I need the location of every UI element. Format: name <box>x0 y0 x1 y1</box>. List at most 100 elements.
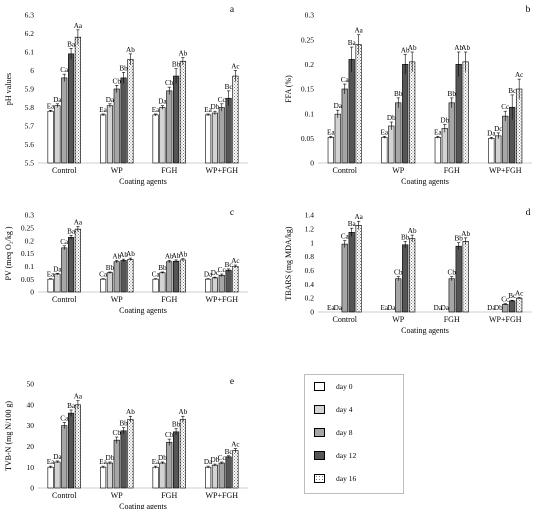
x-axis-title: Coating agents <box>119 306 167 315</box>
error-bar <box>101 465 105 469</box>
x-axis-title: Coating agents <box>119 177 167 186</box>
bar-day-8-WP <box>113 261 120 293</box>
y-tick-label: 0.2 <box>305 294 315 303</box>
error-bar <box>436 136 440 139</box>
significance-label: Da <box>204 458 213 466</box>
y-tick-label: 6.2 <box>25 29 35 38</box>
significance-label: Ac <box>231 257 239 265</box>
bar-day-4-Control <box>54 105 61 164</box>
significance-label: Ca <box>60 414 69 422</box>
significance-label: Bc <box>225 83 233 91</box>
bar-day-12-WP <box>120 77 127 164</box>
x-axis-title: Coating agents <box>401 177 449 186</box>
significance-label: Bb <box>172 421 181 429</box>
error-bar <box>181 415 185 423</box>
significance-label: Aa <box>74 22 83 30</box>
significance-label: Bb <box>158 264 167 272</box>
legend-swatch-day-16 <box>314 474 325 483</box>
bar-day-16-WP <box>127 259 134 293</box>
error-bar <box>154 113 158 116</box>
y-tick-label: 40 <box>27 400 35 409</box>
significance-label: Ca <box>99 271 108 279</box>
error-bar <box>357 34 361 55</box>
bar-day-12-Control <box>68 53 75 164</box>
bar-day-12-FGH <box>173 431 180 489</box>
bar-day-16-FGH <box>179 419 186 489</box>
legend: day 0 day 4 day 8 day 12 day 16 <box>304 374 404 494</box>
legend-label-day-16: day 16 <box>336 474 357 483</box>
significance-label: Cb <box>394 269 403 277</box>
significance-label: Ea <box>47 102 55 110</box>
error-bar <box>403 241 407 249</box>
x-category-label: WP <box>392 315 405 324</box>
x-category-label: Control <box>333 166 358 175</box>
x-category-label: Control <box>52 295 77 304</box>
x-category-label: FGH <box>161 295 177 304</box>
error-bar <box>503 303 507 306</box>
significance-label: Ea <box>152 458 160 466</box>
significance-label: Ab <box>172 252 181 260</box>
error-bar <box>510 94 514 120</box>
chart-panel-d: 0 0.2 0.4 0.6 0.8 1 1.2 1.4 TBARS (mg MDA/kg) Coa… <box>284 208 532 335</box>
chart-panel-b: 0 0.05 0.1 0.15 0.2 0.25 0.3 FFA (%) Coating age… <box>284 5 532 186</box>
significance-label: Ab <box>408 227 417 235</box>
y-axis-title: PV (meq O₂/kg ) <box>4 226 13 280</box>
y-axis-title: TBARS (mg MDA/kg) <box>284 226 293 301</box>
error-bar <box>76 400 80 409</box>
bar-day-8-Control <box>341 243 348 313</box>
bar-day-4-WP <box>106 272 113 293</box>
error-bar <box>160 271 165 274</box>
error-bar <box>154 465 158 469</box>
significance-label: Bc <box>225 448 233 456</box>
error-bar <box>226 90 231 106</box>
error-bar <box>49 465 53 469</box>
error-bar <box>101 278 105 280</box>
significance-label: Ab <box>112 252 121 260</box>
y-tick-label: 30 <box>27 421 35 430</box>
error-bar <box>396 97 400 108</box>
error-bar <box>62 245 66 250</box>
bar-day-4-Control <box>54 461 61 489</box>
error-bar <box>55 460 60 464</box>
y-tick-label: 6.3 <box>25 11 35 20</box>
bar-day-12-FGH <box>173 260 180 293</box>
significance-label: Ab <box>179 50 188 58</box>
bar-day-4-WP <box>388 125 395 164</box>
significance-label: Ea <box>99 106 107 114</box>
bar-day-0-FGH <box>152 278 159 293</box>
significance-label: Ab <box>461 230 470 238</box>
panel-letter: e <box>230 377 234 387</box>
legend-item-day-0: day 0 <box>314 381 399 392</box>
error-bar <box>49 278 53 280</box>
bar-day-4-Control <box>54 273 61 293</box>
y-axis-title: pH values <box>4 73 13 105</box>
significance-label: Ba <box>348 39 357 47</box>
significance-label: Da <box>334 304 343 312</box>
legend-swatch-day-8 <box>314 428 325 437</box>
error-bar <box>128 53 132 65</box>
panel-letter: c <box>230 208 234 218</box>
significance-label: Da <box>53 453 62 461</box>
significance-label: Ab <box>461 44 470 52</box>
error-bar <box>206 113 210 116</box>
error-bar <box>489 137 493 140</box>
error-bar <box>128 415 132 423</box>
bar-day-12-WP-plus-FGH <box>509 300 516 313</box>
error-bar <box>350 227 354 237</box>
error-bar <box>343 240 347 248</box>
error-bar <box>220 461 224 465</box>
significance-label: Bb <box>455 235 464 243</box>
bar-day-8-WP <box>395 278 402 313</box>
error-bar <box>55 103 60 108</box>
y-tick-label: 1.2 <box>305 224 315 233</box>
legend-item-day-4: day 4 <box>314 404 399 415</box>
bar-day-0-Control <box>47 110 54 164</box>
bar-day-0-WP-plus-FGH <box>205 278 212 293</box>
chart-panel-a: 5.5 5.6 5.7 5.8 5.9 6 6.1 6.2 6.3 pH values Coatin… <box>4 5 248 186</box>
error-bar <box>517 297 521 299</box>
significance-label: Cb <box>165 431 174 439</box>
error-bar <box>76 29 80 45</box>
bar-day-12-WP-plus-FGH <box>225 456 232 489</box>
significance-label: Ba <box>67 227 76 235</box>
